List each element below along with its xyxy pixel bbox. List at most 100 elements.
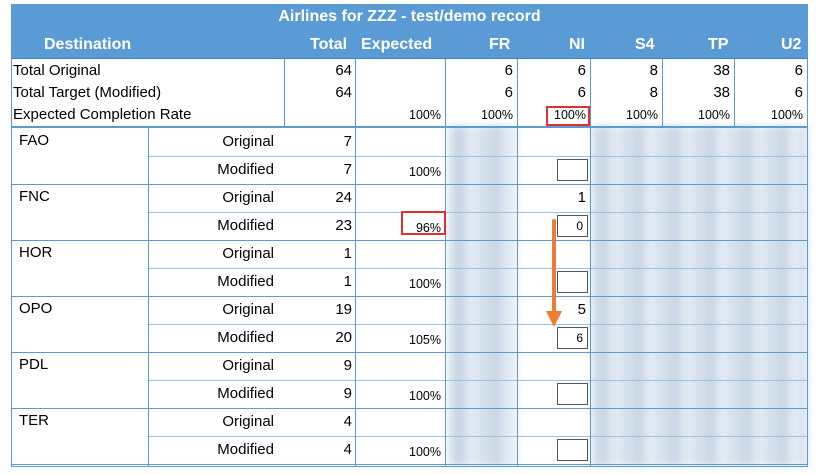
col-header-destination: Destination (44, 36, 132, 53)
destination-code: OPO (19, 300, 53, 317)
highlight-fnc-expected (401, 211, 446, 235)
row-type-label: Original (222, 413, 274, 430)
ni-modified-input[interactable] (557, 439, 588, 461)
summary-tp-value: 100% (698, 108, 730, 122)
original-total-value: 1 (343, 245, 352, 262)
frame-left (11, 59, 12, 467)
modified-total-value: 4 (343, 441, 352, 458)
grid-line (148, 128, 149, 466)
ni-modified-input[interactable]: 0 (557, 215, 588, 237)
row-type-label: Original (222, 357, 274, 374)
summary-label: Total Target (Modified) (13, 84, 162, 101)
row-type-label: Modified (217, 161, 274, 178)
modified-total-value: 23 (335, 217, 352, 234)
grid-line (148, 156, 808, 157)
destination-code: FAO (19, 132, 50, 149)
ni-modified-input[interactable] (557, 159, 588, 181)
summary-expected-value: 100% (409, 108, 441, 122)
grid-line (355, 128, 356, 466)
modified-total-value: 9 (343, 385, 352, 402)
frame-bottom (11, 466, 808, 467)
grid-line (11, 408, 808, 409)
summary-fr-value: 100% (481, 108, 513, 122)
destination-code: TER (19, 412, 49, 429)
grid-line (517, 59, 518, 126)
grid-line (734, 59, 735, 126)
original-total-value: 9 (343, 357, 352, 374)
summary-u2-value: 6 (794, 62, 803, 79)
row-type-label: Original (222, 301, 274, 318)
row-type-label: Modified (217, 273, 274, 290)
col-header-s4: S4 (635, 36, 655, 53)
summary-u2-value: 6 (794, 84, 803, 101)
row-type-label: Original (222, 133, 274, 150)
grid-line (590, 128, 591, 466)
grid-line (517, 128, 518, 466)
ni-modified-input[interactable] (557, 383, 588, 405)
summary-s4-value: 100% (626, 108, 658, 122)
original-total-value: 7 (343, 133, 352, 150)
summary-tp-value: 38 (713, 62, 730, 79)
frame-right (807, 59, 808, 467)
ni-modified-input[interactable] (557, 271, 588, 293)
grid-line (11, 352, 808, 353)
grid-line (148, 380, 808, 381)
summary-label: Expected Completion Rate (13, 106, 192, 123)
ni-modified-input[interactable]: 6 (557, 327, 588, 349)
row-type-label: Modified (217, 329, 274, 346)
summary-s4-value: 8 (649, 84, 658, 101)
highlight-ni-rate (546, 106, 590, 126)
original-total-value: 4 (343, 413, 352, 430)
destination-code: PDL (19, 356, 49, 373)
arrow-down-icon (546, 219, 562, 327)
row-type-label: Original (222, 189, 274, 206)
grid-line (11, 184, 808, 185)
expected-rate-value: 100% (409, 445, 441, 459)
grid-line (355, 59, 356, 126)
summary-label: Total Original (13, 62, 101, 79)
grid-line (445, 59, 446, 126)
expected-rate-value: 100% (409, 277, 441, 291)
summary-s4-value: 8 (649, 62, 658, 79)
col-header-expected: Expected (361, 36, 433, 53)
summary-fr-value: 6 (504, 84, 513, 101)
grid-line (148, 436, 808, 437)
row-type-label: Modified (217, 441, 274, 458)
grid-line (284, 59, 285, 126)
grid-line (11, 126, 808, 128)
grid-line (590, 59, 591, 126)
summary-total-value: 64 (335, 84, 352, 101)
expected-rate-value: 105% (409, 333, 441, 347)
summary-fr-value: 6 (504, 62, 513, 79)
summary-ni-value: 100% (554, 108, 586, 122)
ni-original-value: 1 (577, 189, 586, 206)
row-type-label: Original (222, 245, 274, 262)
expected-rate-value: 100% (409, 389, 441, 403)
col-header-u2: U2 (781, 36, 802, 53)
ni-original-value: 5 (577, 301, 586, 318)
destination-code: FNC (19, 188, 50, 205)
col-header-tp: TP (708, 36, 729, 53)
expected-rate-value: 100% (409, 165, 441, 179)
grid-line (148, 268, 808, 269)
col-header-total: Total (310, 36, 348, 53)
expected-rate-value: 96% (415, 221, 441, 235)
col-header-ni: NI (569, 36, 585, 53)
grid-line (148, 324, 808, 325)
table-title: Airlines for ZZZ - test/demo record (11, 4, 808, 30)
col-header-fr: FR (489, 36, 511, 53)
grid-line (11, 296, 808, 297)
modified-total-value: 7 (343, 161, 352, 178)
original-total-value: 19 (335, 301, 352, 318)
summary-ni-value: 6 (577, 84, 586, 101)
destination-code: HOR (19, 244, 53, 261)
grid-line (11, 240, 808, 241)
row-type-label: Modified (217, 217, 274, 234)
original-total-value: 24 (335, 189, 352, 206)
grid-line (148, 212, 808, 213)
row-type-label: Modified (217, 385, 274, 402)
summary-tp-value: 38 (713, 84, 730, 101)
grid-line (11, 464, 808, 465)
modified-total-value: 20 (335, 329, 352, 346)
summary-u2-value: 100% (771, 108, 803, 122)
